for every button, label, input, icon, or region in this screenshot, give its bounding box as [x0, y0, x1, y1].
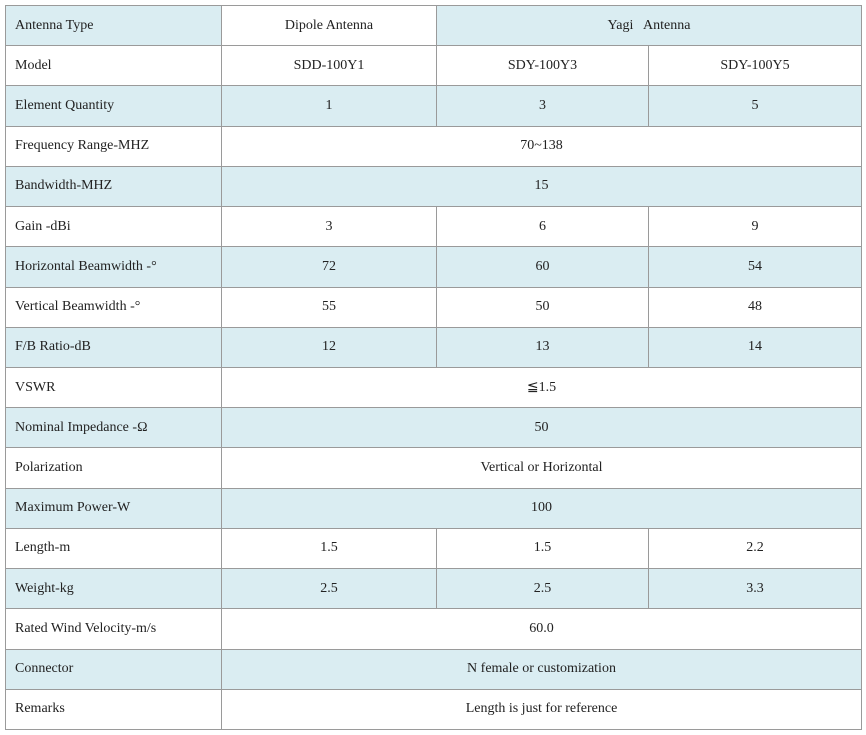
- cell: SDY-100Y5: [648, 45, 862, 87]
- cell: 2.5: [221, 568, 437, 610]
- cell: 48: [648, 286, 862, 328]
- cell: 70~138: [221, 125, 862, 167]
- table-row: Connector N female or customization: [5, 648, 862, 690]
- row-label: Bandwidth-MHZ: [5, 165, 222, 208]
- cell: 55: [221, 286, 437, 328]
- row-label: Weight-kg: [5, 568, 222, 610]
- cell: 60: [436, 246, 649, 288]
- cell: SDD-100Y1: [221, 45, 437, 87]
- cell: 12: [221, 326, 437, 368]
- cell: 50: [436, 286, 649, 328]
- cell: 60.0: [221, 608, 862, 650]
- cell: N female or customization: [221, 648, 862, 690]
- table-row: Length-m 1.5 1.5 2.2: [5, 527, 862, 570]
- table-row: Gain -dBi 3 6 9: [5, 206, 862, 248]
- cell: Length is just for reference: [221, 688, 862, 731]
- cell: ≦1.5: [221, 366, 862, 409]
- row-label: Horizontal Beamwidth -°: [5, 246, 222, 288]
- table-row: Remarks Length is just for reference: [5, 688, 862, 731]
- row-label: Model: [5, 45, 222, 87]
- table-row: VSWR ≦1.5: [5, 366, 862, 409]
- row-label: Connector: [5, 648, 222, 690]
- cell: 9: [648, 206, 862, 248]
- cell: 50: [221, 407, 862, 449]
- row-label: Length-m: [5, 527, 222, 570]
- row-label: Frequency Range-MHZ: [5, 125, 222, 167]
- cell: 1: [221, 85, 437, 127]
- row-label: Maximum Power-W: [5, 487, 222, 529]
- cell: 3: [436, 85, 649, 127]
- table-body: Antenna Type Dipole Antenna Yagi Antenna Mo…: [5, 4, 862, 731]
- table-row: Horizontal Beamwidth -° 72 60 54: [5, 246, 862, 288]
- table-row: Vertical Beamwidth -° 55 50 48: [5, 286, 862, 328]
- cell: 54: [648, 246, 862, 288]
- cell: 72: [221, 246, 437, 288]
- cell: 1.5: [221, 527, 437, 570]
- cell: 6: [436, 206, 649, 248]
- cell: 100: [221, 487, 862, 529]
- row-label: Vertical Beamwidth -°: [5, 286, 222, 328]
- row-label: VSWR: [5, 366, 222, 409]
- table-row: Antenna Type Dipole Antenna Yagi Antenna: [5, 4, 862, 47]
- cell: Yagi Antenna: [436, 4, 862, 47]
- row-label: Remarks: [5, 688, 222, 731]
- cell: 3.3: [648, 568, 862, 610]
- cell: 2.5: [436, 568, 649, 610]
- cell: Vertical or Horizontal: [221, 447, 862, 489]
- spec-table: Antenna Type Dipole Antenna Yagi Antenna Mo…: [5, 4, 862, 731]
- row-label: Nominal Impedance -Ω: [5, 407, 222, 449]
- cell: 15: [221, 165, 862, 208]
- cell: 14: [648, 326, 862, 368]
- table-row: Model SDD-100Y1 SDY-100Y3 SDY-100Y5: [5, 45, 862, 87]
- cell: 2.2: [648, 527, 862, 570]
- row-label: Polarization: [5, 447, 222, 489]
- cell: 5: [648, 85, 862, 127]
- table-row: Rated Wind Velocity-m/s 60.0: [5, 608, 862, 650]
- row-label: Element Quantity: [5, 85, 222, 127]
- cell: Dipole Antenna: [221, 4, 437, 47]
- cell: 13: [436, 326, 649, 368]
- row-label: F/B Ratio-dB: [5, 326, 222, 368]
- cell: SDY-100Y3: [436, 45, 649, 87]
- table-row: Polarization Vertical or Horizontal: [5, 447, 862, 489]
- table-row: Bandwidth-MHZ 15: [5, 165, 862, 208]
- cell: 3: [221, 206, 437, 248]
- table-row: Element Quantity 1 3 5: [5, 85, 862, 127]
- table-row: Weight-kg 2.5 2.5 3.3: [5, 568, 862, 610]
- row-label: Antenna Type: [5, 4, 222, 47]
- table-row: F/B Ratio-dB 12 13 14: [5, 326, 862, 368]
- row-label: Rated Wind Velocity-m/s: [5, 608, 222, 650]
- table-row: Frequency Range-MHZ 70~138: [5, 125, 862, 167]
- cell: 1.5: [436, 527, 649, 570]
- table-row: Nominal Impedance -Ω 50: [5, 407, 862, 449]
- table-row: Maximum Power-W 100: [5, 487, 862, 529]
- row-label: Gain -dBi: [5, 206, 222, 248]
